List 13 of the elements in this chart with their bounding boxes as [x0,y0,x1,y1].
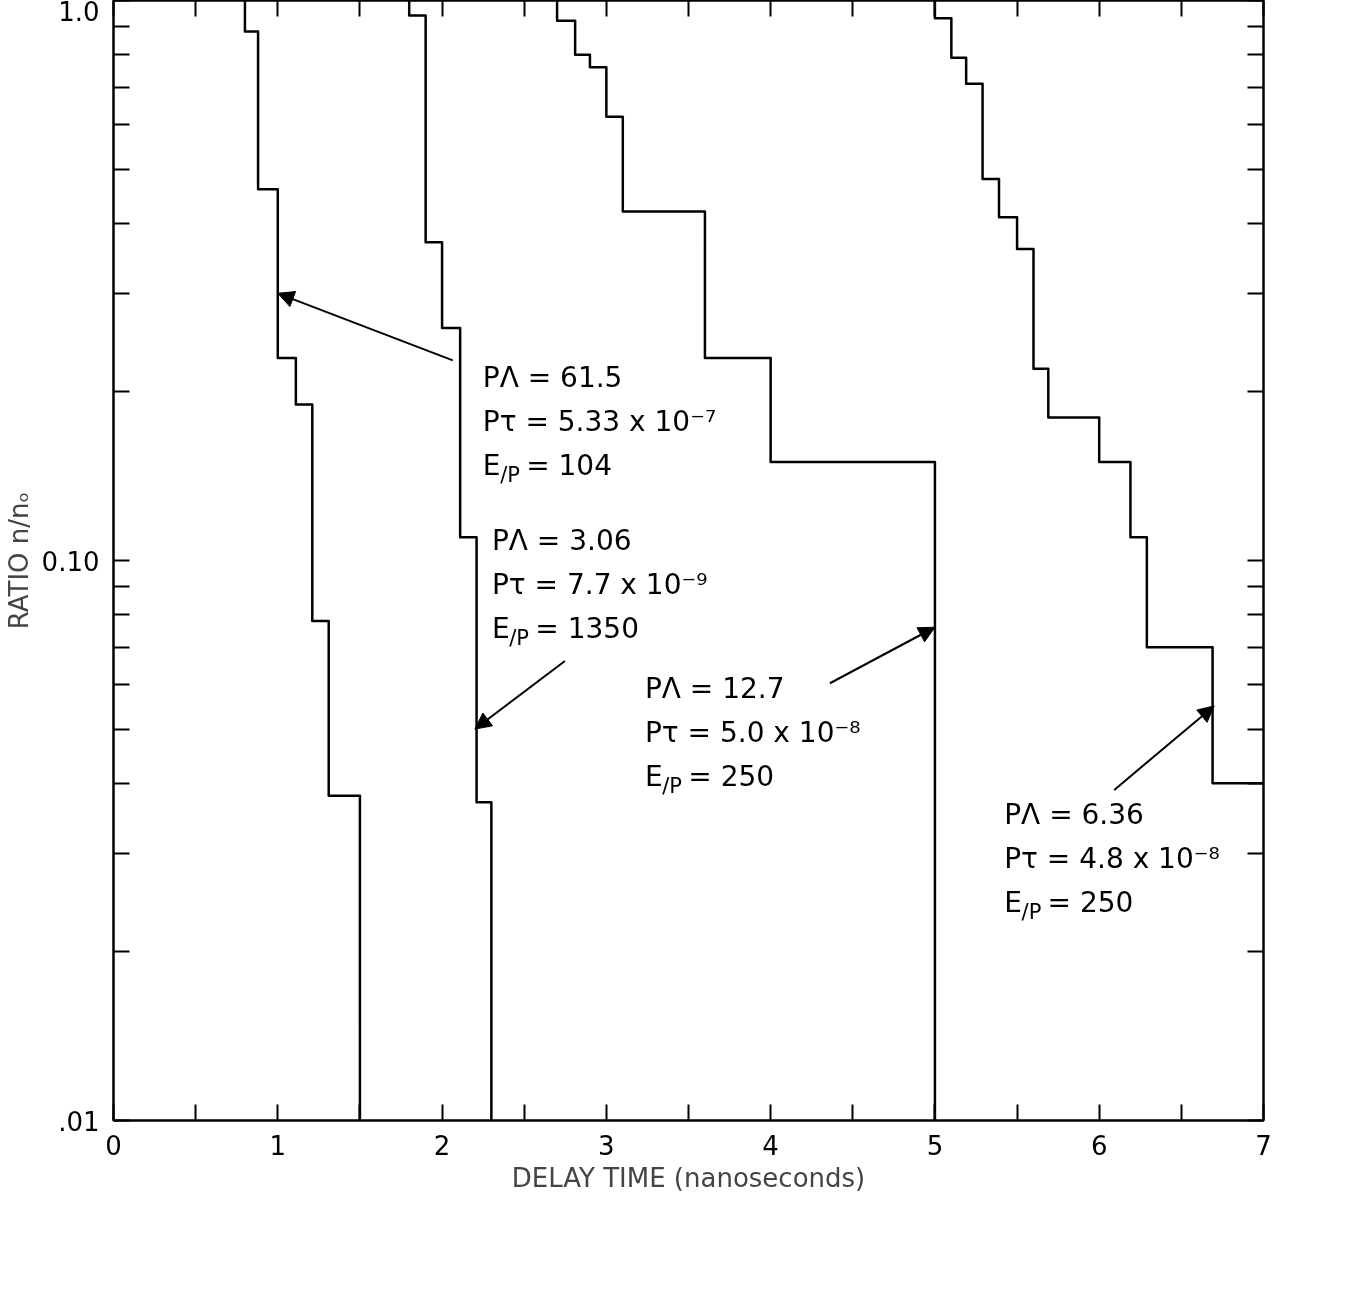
x-tick-label: 3 [598,1130,615,1161]
x-tick-label: 0 [105,1130,122,1161]
x-tick-label: 2 [433,1130,451,1161]
x-tick-label: 4 [762,1130,779,1161]
y-tick-label: 1.0 [58,0,100,27]
x-tick-label: 1 [269,1130,287,1161]
x-tick-label: 7 [1255,1130,1272,1161]
y-tick-label: .01 [58,1106,100,1137]
x-axis-title: DELAY TIME (nanoseconds) [511,1162,866,1193]
y-tick-label: 0.10 [41,546,100,577]
y-axis-title: RATIO n/nₒ [3,491,34,630]
x-tick-label: 6 [1090,1130,1108,1161]
x-tick-label: 5 [926,1130,944,1161]
